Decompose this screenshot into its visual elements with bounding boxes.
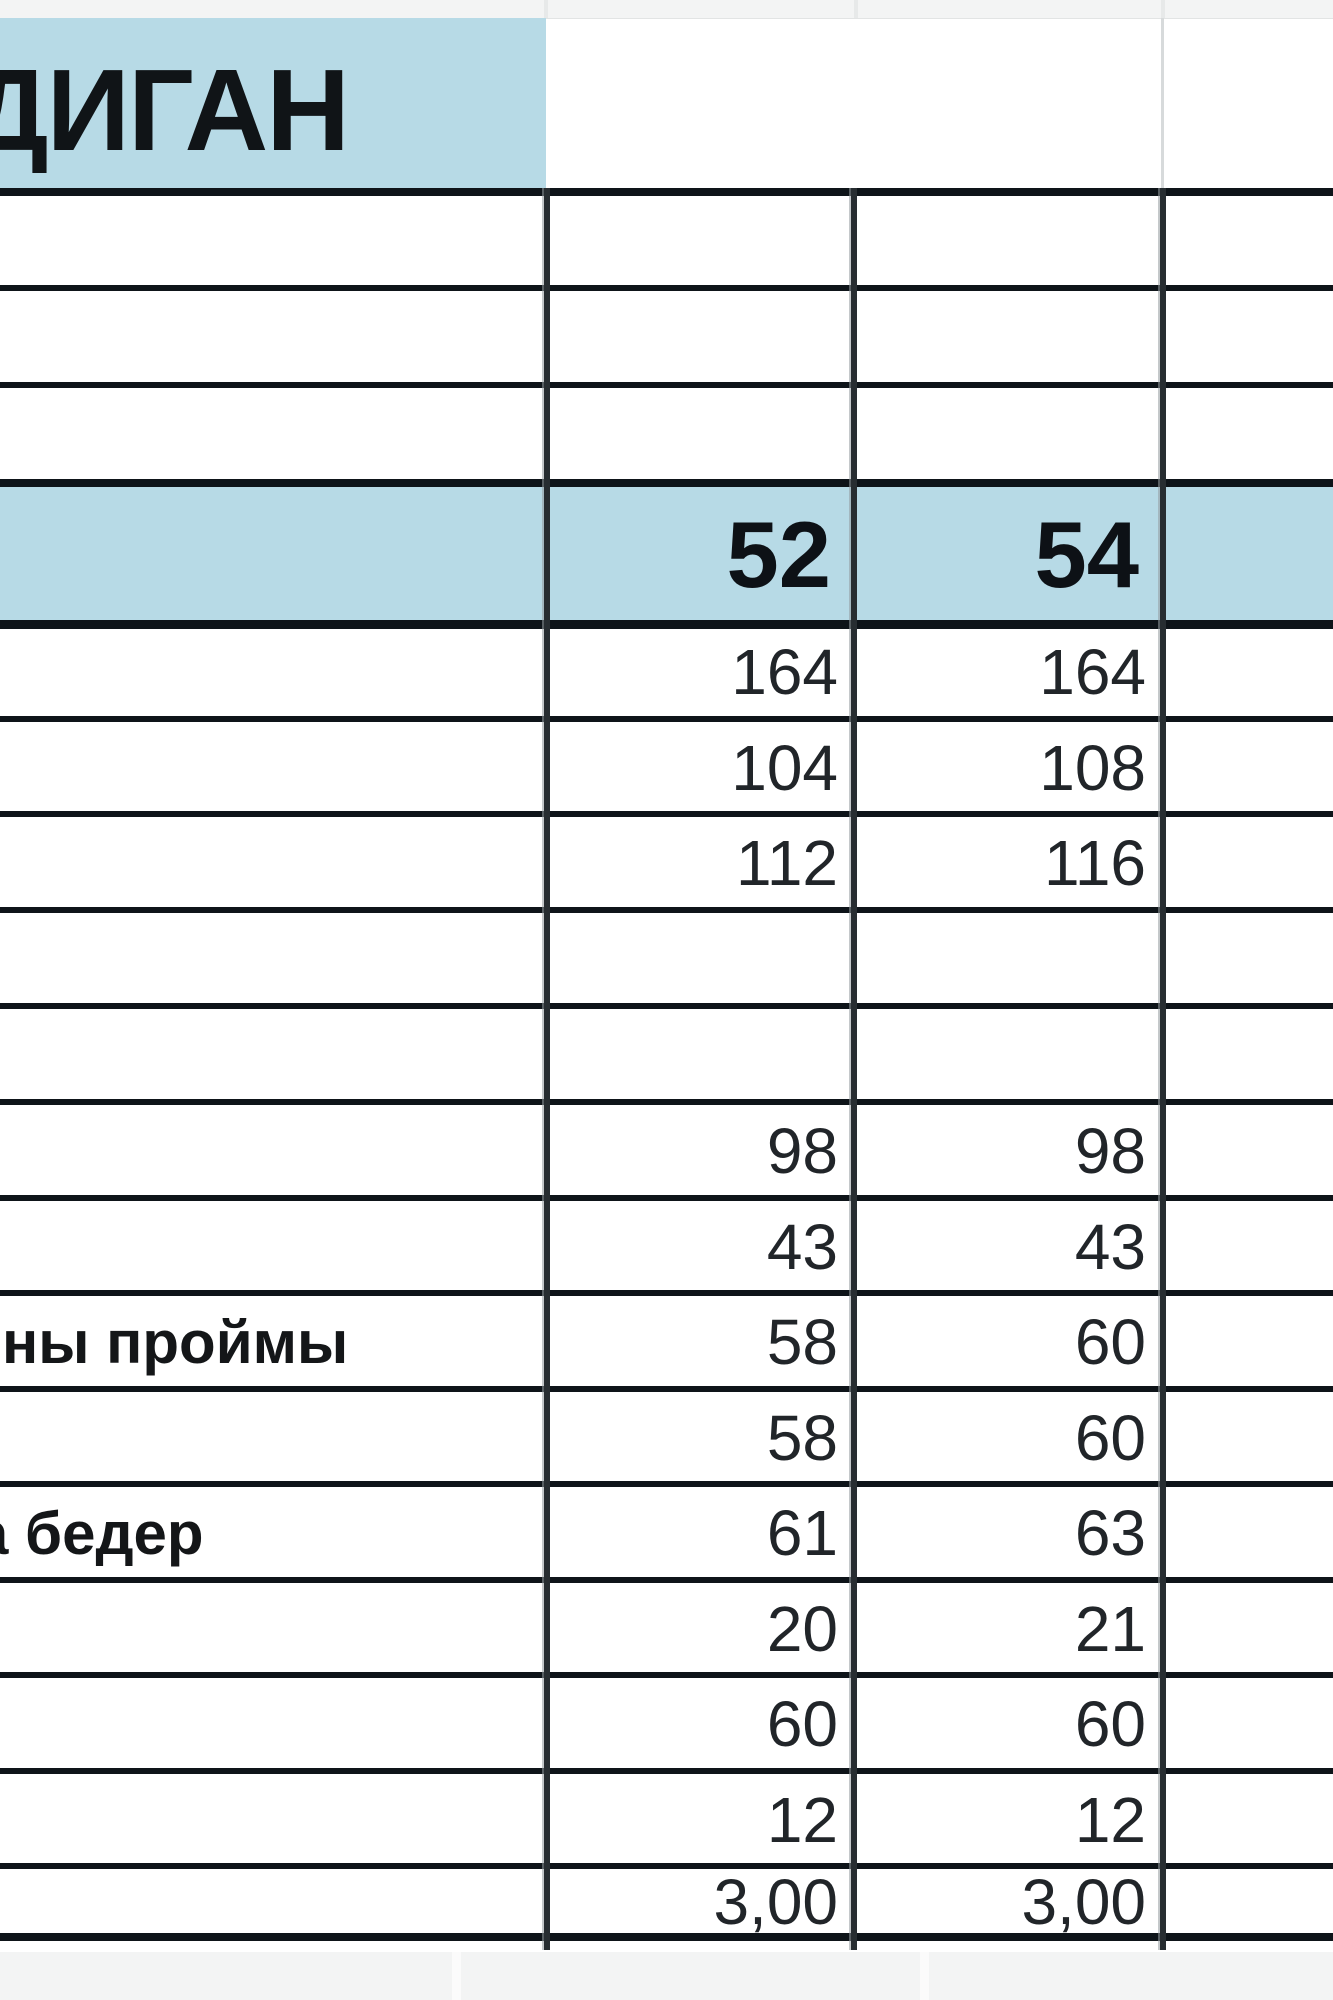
row-label-cell[interactable] <box>0 1203 540 1290</box>
gridline-separator <box>1161 0 1165 18</box>
value-cell-size52-row10[interactable]: 20 <box>766 1592 838 1665</box>
gridline-separator <box>920 1952 929 2000</box>
empty-cell[interactable] <box>1166 1585 1333 1672</box>
row-label-cell[interactable] <box>0 1394 540 1481</box>
value-cell-size54-row11[interactable]: 60 <box>1074 1688 1146 1760</box>
row-label-cell[interactable] <box>0 1776 540 1863</box>
bottom-sheet-strip <box>0 1952 1333 2000</box>
empty-cell[interactable] <box>1166 1011 1333 1099</box>
horizontal-border <box>0 1386 1333 1392</box>
horizontal-border <box>0 1863 1333 1869</box>
row-label-cell[interactable]: ны проймы <box>0 1298 540 1386</box>
row-label-cell[interactable] <box>0 1680 540 1768</box>
gridline-separator <box>854 0 858 18</box>
horizontal-border <box>0 1195 1333 1201</box>
horizontal-border <box>0 1003 1333 1009</box>
row-label-cell[interactable] <box>0 1107 540 1195</box>
horizontal-border <box>0 285 1333 291</box>
value-cell-size52-row11[interactable]: 60 <box>766 1688 838 1760</box>
empty-cell[interactable] <box>1166 1871 1333 1933</box>
gridline-separator <box>544 0 548 18</box>
row-label-cell[interactable] <box>0 1585 540 1672</box>
vertical-border <box>544 188 550 1950</box>
empty-cell[interactable] <box>1166 1489 1333 1577</box>
value-cell-size52-row12[interactable]: 12 <box>766 1783 838 1856</box>
horizontal-border <box>0 1577 1333 1583</box>
vertical-border <box>1160 188 1166 1950</box>
value-cell-size52-row9[interactable]: 61 <box>766 1497 838 1569</box>
empty-cell[interactable] <box>1166 1680 1333 1768</box>
horizontal-border <box>0 716 1333 722</box>
size-header-54[interactable]: 54 <box>1034 501 1139 607</box>
empty-cell[interactable] <box>1166 1107 1333 1195</box>
top-sheet-strip <box>0 0 1333 19</box>
horizontal-border <box>0 382 1333 388</box>
row-label-cell[interactable] <box>0 628 540 716</box>
horizontal-border <box>0 479 1333 487</box>
value-cell-size54-row5[interactable]: 98 <box>1074 1115 1146 1187</box>
empty-cell[interactable] <box>1166 819 1333 907</box>
value-cell-size54-row0[interactable]: 164 <box>1039 636 1146 708</box>
row-label-cell[interactable] <box>0 724 540 811</box>
value-cell-size54-row7[interactable]: 60 <box>1074 1306 1146 1378</box>
value-cell-size52-row4[interactable] <box>550 1011 845 1099</box>
horizontal-border <box>0 1768 1333 1774</box>
horizontal-border <box>0 907 1333 913</box>
horizontal-border <box>0 188 1333 196</box>
value-cell-size54-row3[interactable] <box>857 915 1153 1003</box>
sheet-title: ДИГАН <box>0 45 350 175</box>
horizontal-border <box>0 1481 1333 1487</box>
row-label-cell[interactable] <box>0 915 540 1003</box>
value-cell-size54-row1[interactable]: 108 <box>1039 731 1146 804</box>
row-label-cell[interactable] <box>0 1011 540 1099</box>
empty-cell[interactable] <box>1166 628 1333 716</box>
empty-cell[interactable] <box>1166 1298 1333 1386</box>
value-cell-size54-row4[interactable] <box>857 1011 1153 1099</box>
empty-cell[interactable] <box>1166 1394 1333 1481</box>
row-label-cell[interactable] <box>0 819 540 907</box>
gridline-separator <box>452 1952 461 2000</box>
value-cell-size52-row8[interactable]: 58 <box>766 1401 838 1474</box>
horizontal-border <box>0 811 1333 817</box>
value-cell-size52-row7[interactable]: 58 <box>766 1306 838 1378</box>
light-gridline <box>1161 18 1164 188</box>
row-label-text: ны проймы <box>2 1308 349 1376</box>
size-header-row <box>0 480 1333 629</box>
row-label-cell[interactable] <box>0 1871 540 1933</box>
empty-cell[interactable] <box>1166 915 1333 1003</box>
row-label-text: а бедер <box>0 1499 204 1567</box>
vertical-border <box>851 188 857 1950</box>
horizontal-border <box>0 620 1333 629</box>
value-cell-size54-row9[interactable]: 63 <box>1074 1497 1146 1569</box>
value-cell-size52-row6[interactable]: 43 <box>766 1210 838 1283</box>
horizontal-border <box>0 1290 1333 1296</box>
row-label-cell[interactable]: а бедер <box>0 1489 540 1577</box>
value-cell-size54-row12[interactable]: 12 <box>1074 1783 1146 1856</box>
horizontal-border <box>0 1933 1333 1941</box>
empty-cell[interactable] <box>1166 724 1333 811</box>
value-cell-size52-row13[interactable]: 3,00 <box>713 1871 838 1933</box>
value-cell-size54-row10[interactable]: 21 <box>1074 1592 1146 1665</box>
horizontal-border <box>0 1099 1333 1105</box>
value-cell-size52-row3[interactable] <box>550 915 845 1003</box>
value-cell-size52-row0[interactable]: 164 <box>731 636 838 708</box>
value-cell-size54-row6[interactable]: 43 <box>1074 1210 1146 1283</box>
horizontal-border <box>0 1672 1333 1678</box>
empty-cell[interactable] <box>1166 1776 1333 1863</box>
size-header-52[interactable]: 52 <box>726 501 831 607</box>
value-cell-size54-row8[interactable]: 60 <box>1074 1401 1146 1474</box>
title-cell[interactable]: ДИГАН <box>0 18 546 192</box>
value-cell-size54-row13[interactable]: 3,00 <box>1021 1871 1146 1933</box>
value-cell-size52-row5[interactable]: 98 <box>766 1115 838 1187</box>
value-cell-size54-row2[interactable]: 116 <box>1043 827 1146 899</box>
empty-cell[interactable] <box>1166 1203 1333 1290</box>
value-cell-size52-row1[interactable]: 104 <box>731 731 838 804</box>
value-cell-size52-row2[interactable]: 112 <box>735 827 838 899</box>
